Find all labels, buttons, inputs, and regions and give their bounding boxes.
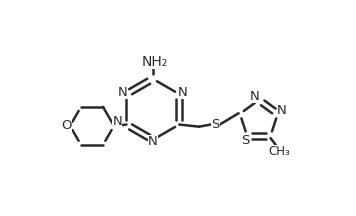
Text: N: N <box>250 90 260 103</box>
Text: N: N <box>112 115 122 128</box>
Text: S: S <box>211 118 220 131</box>
Text: NH₂: NH₂ <box>142 55 168 69</box>
Text: N: N <box>277 104 286 117</box>
Text: S: S <box>242 134 250 147</box>
Text: N: N <box>148 135 158 148</box>
Text: N: N <box>178 86 188 99</box>
Text: CH₃: CH₃ <box>268 145 290 158</box>
Text: O: O <box>61 119 72 132</box>
Text: N: N <box>118 86 128 99</box>
